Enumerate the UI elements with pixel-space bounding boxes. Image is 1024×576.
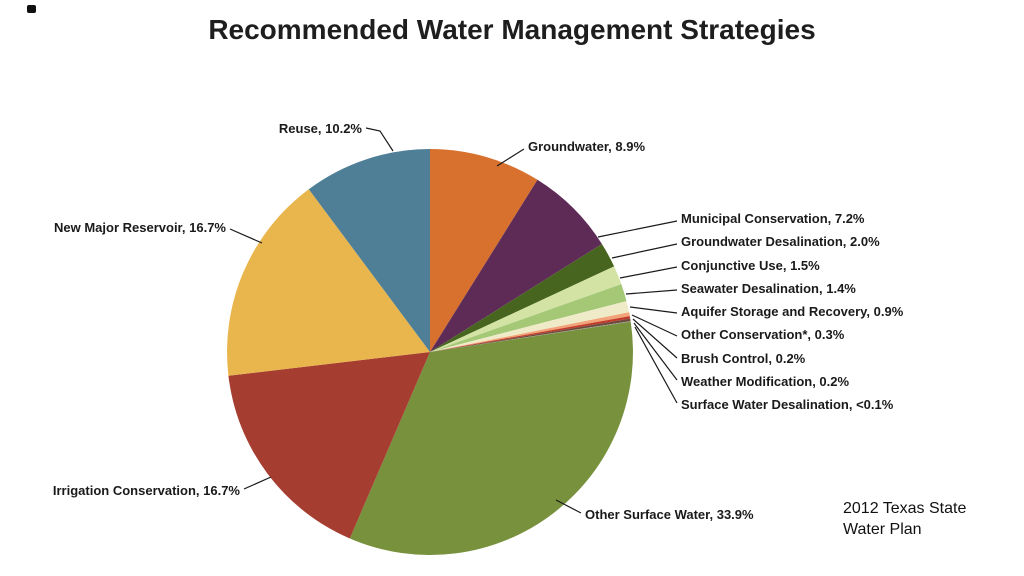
- leader-line-groundwater-desalination: [611, 243, 678, 259]
- leader-line-new-major-reservoir: [229, 228, 263, 244]
- leader-line-groundwater: [496, 148, 525, 167]
- pie-slice-seawater-desalination: [430, 284, 627, 352]
- leader-line-municipal-conservation: [597, 220, 678, 238]
- pie-slice-other-surface-water: [349, 321, 633, 556]
- leader-line-aquifer-storage-and-recovery: [629, 306, 678, 314]
- leader-line-conjunctive-use: [619, 266, 678, 279]
- chart-title: Recommended Water Management Strategies: [208, 14, 816, 45]
- leader-line-surface-water-desalination: [634, 326, 678, 404]
- pie-slice-new-major-reservoir: [227, 189, 430, 376]
- pie-slice-groundwater-desalination: [430, 244, 615, 352]
- pie-slice-groundwater: [430, 148, 538, 352]
- leader-line-brush-control: [632, 318, 678, 359]
- pie-slice-reuse: [308, 149, 430, 352]
- corner-artifact: [27, 5, 36, 13]
- leader-line-other-surface-water: [555, 499, 582, 514]
- pie-slice-conjunctive-use: [430, 266, 622, 352]
- leader-line-seawater-desalination: [625, 289, 678, 295]
- leader-line-weather-modification: [633, 322, 678, 381]
- pie-slice-other-conservation: [430, 312, 630, 352]
- pie-slice-municipal-conservation: [430, 179, 602, 352]
- pie-slice-surface-water-desalination: [430, 321, 631, 352]
- source-note: 2012 Texas State Water Plan: [843, 498, 966, 540]
- pie-slice-aquifer-storage-and-recovery: [430, 301, 630, 352]
- pie-slice-brush-control: [430, 316, 631, 352]
- source-line-1: 2012 Texas State: [843, 500, 967, 517]
- leader-line-reuse: [365, 127, 394, 152]
- pie-slice-irrigation-conservation: [228, 352, 430, 539]
- pie-slice-weather-modification: [430, 318, 631, 352]
- leader-line-irrigation-conservation: [243, 476, 272, 490]
- leader-line-other-conservation: [631, 314, 678, 337]
- source-line-2: Water Plan: [843, 521, 922, 538]
